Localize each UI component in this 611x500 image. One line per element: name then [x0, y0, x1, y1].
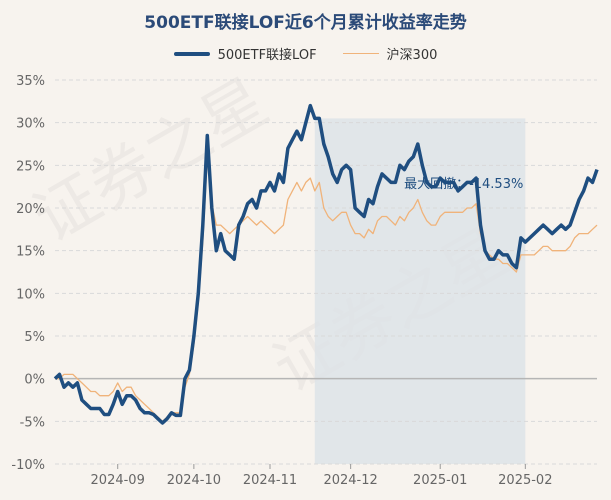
- y-tick-label: 5%: [24, 330, 45, 345]
- x-tick-label: 2024-10: [167, 473, 221, 488]
- x-tick-label: 2025-01: [413, 473, 467, 488]
- x-tick-label: 2024-12: [323, 473, 377, 488]
- x-tick-label: 2024-11: [243, 473, 297, 488]
- y-tick-label: 20%: [16, 202, 45, 217]
- y-tick-label: 10%: [16, 287, 45, 302]
- x-tick-label: 2024-09: [91, 473, 145, 488]
- drawdown-annotation: 最大回撤：-14.53%: [404, 176, 523, 192]
- x-tick-label: 2025-02: [498, 473, 552, 488]
- y-tick-label: 30%: [16, 117, 45, 132]
- legend-swatch-fund: [173, 51, 210, 56]
- y-tick-label: 0%: [24, 373, 45, 388]
- legend-item-fund[interactable]: 500ETF联接LOF: [173, 44, 317, 63]
- legend-swatch-hs300: [342, 52, 379, 55]
- y-tick-label: 25%: [16, 159, 45, 174]
- legend-label-hs300: 沪深300: [386, 48, 438, 63]
- y-tick-label: 15%: [16, 245, 45, 260]
- y-tick-label: 35%: [16, 74, 45, 89]
- y-tick-label: -5%: [20, 415, 45, 430]
- legend-label-fund: 500ETF联接LOF: [217, 48, 317, 63]
- drawdown-region: [314, 118, 526, 465]
- legend: 500ETF联接LOF 沪深300: [0, 44, 611, 63]
- legend-item-hs300[interactable]: 沪深300: [342, 44, 438, 63]
- chart-title: 500ETF联接LOF近6个月累计收益率走势: [144, 13, 467, 33]
- series-line-hs300: [55, 156, 598, 422]
- y-tick-label: -10%: [11, 458, 45, 473]
- series-line-fund: [53, 103, 599, 425]
